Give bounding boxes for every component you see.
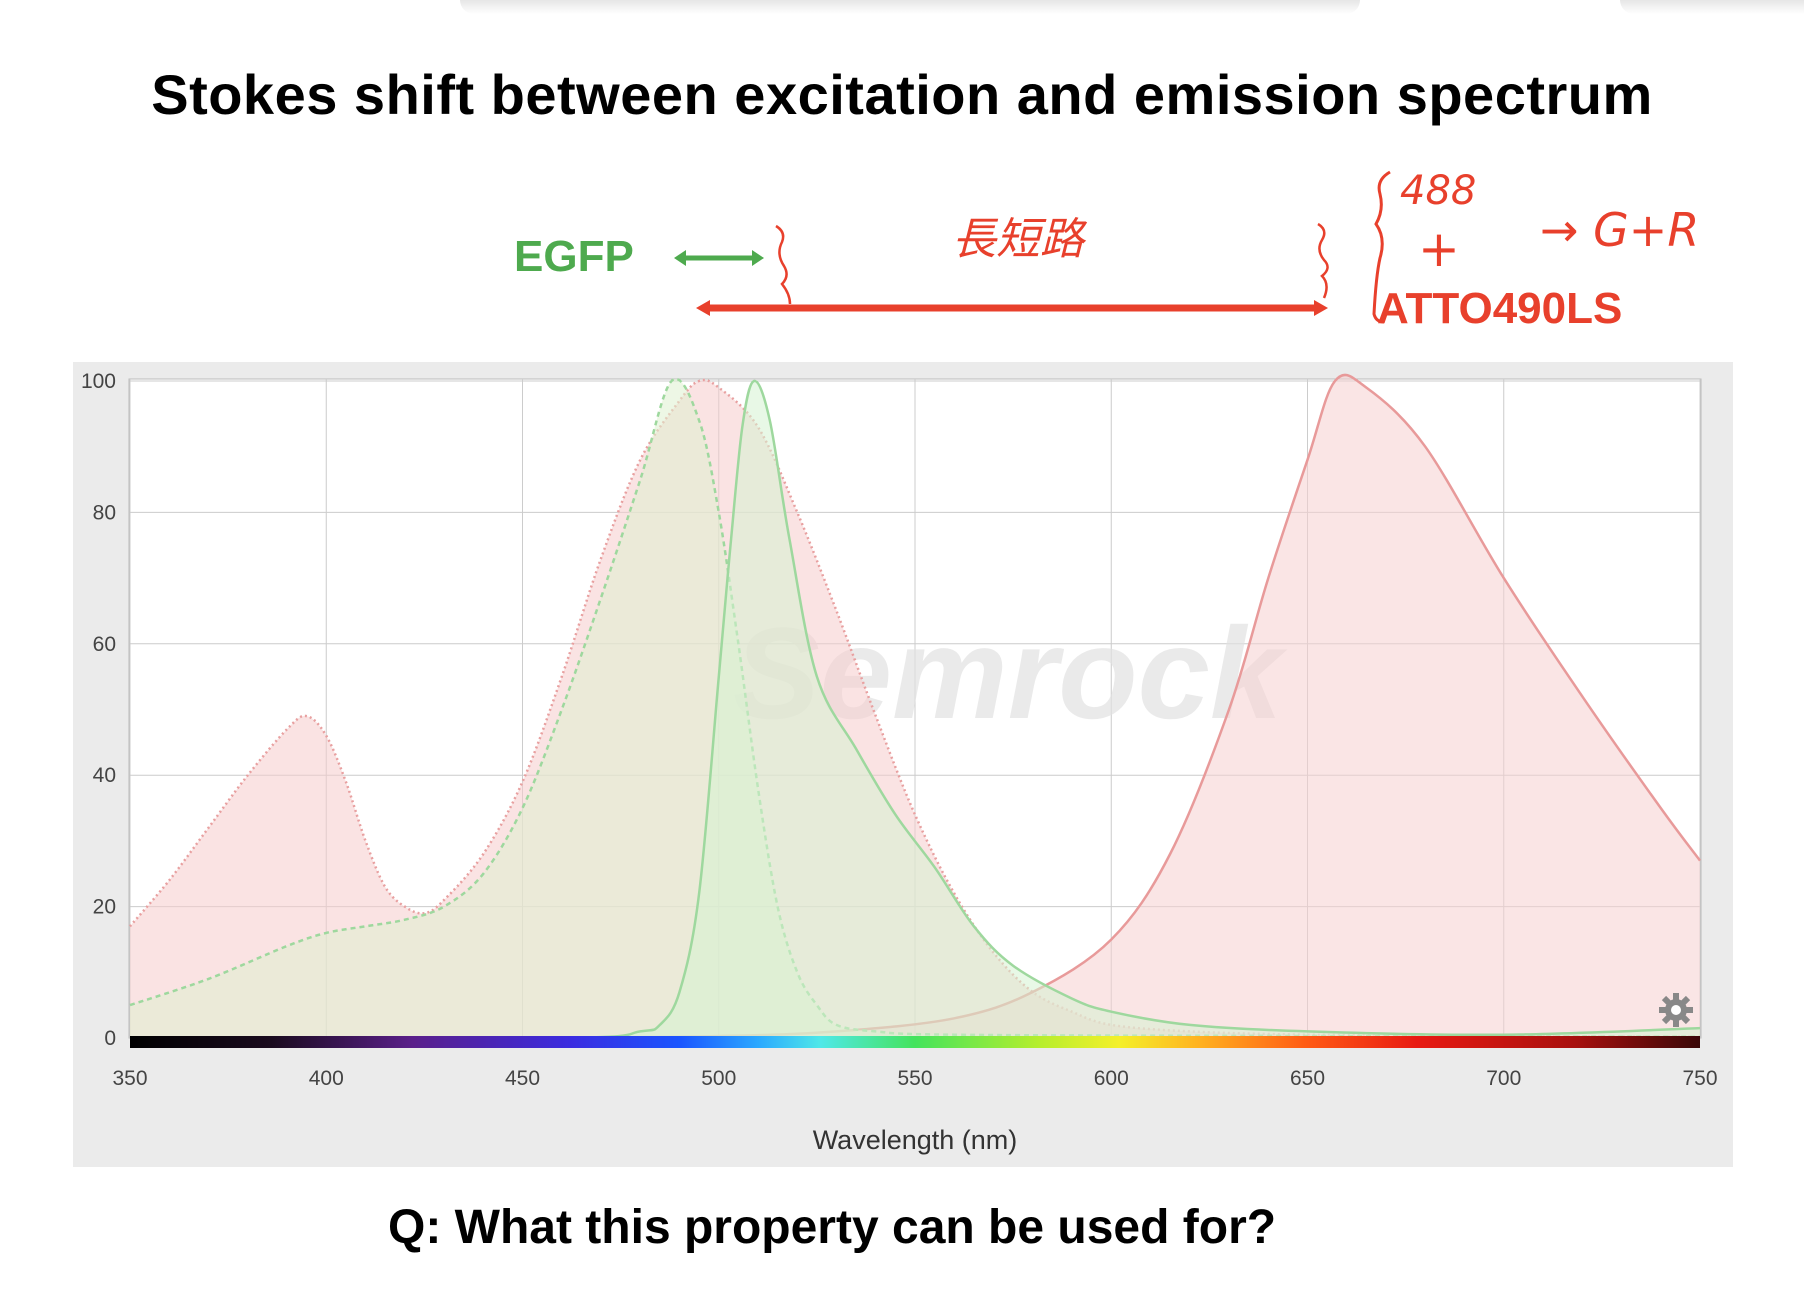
spectra-series	[129, 373, 1702, 1040]
series-3-area	[130, 378, 1700, 1038]
x-tick-label: 450	[505, 1067, 540, 1090]
stokes-shift-annotations: 長短路 488 + → G+R	[674, 168, 1699, 324]
left-brace-mark	[775, 224, 792, 305]
atto490ls-label: ATTO490LS	[1377, 284, 1623, 333]
x-tick-label: 700	[1486, 1067, 1521, 1090]
top-shadow-bar-right	[1620, 0, 1804, 14]
y-tick-label: 80	[93, 501, 116, 524]
y-tick-label: 0	[104, 1027, 116, 1050]
series-4-line	[129, 379, 1701, 1040]
gear-icon[interactable]	[1659, 993, 1693, 1027]
slide-title: Stokes shift between excitation and emis…	[151, 63, 1653, 126]
axis-labels: 350 400 450 500 550 600 650 700 750 0 20 40 60 80 100	[81, 370, 1718, 1090]
x-tick-label: 400	[309, 1067, 344, 1090]
y-tick-label: 40	[93, 764, 116, 787]
wavelength-color-bar	[130, 1036, 1700, 1048]
handwritten-arrow-target: → G+R	[1540, 203, 1699, 257]
big-brace-mark	[1372, 170, 1391, 324]
x-tick-label: 750	[1682, 1067, 1717, 1090]
spectrum-chart-panel: Semrock 350 400 450 500 550 600 6	[73, 362, 1733, 1167]
x-axis-title: Wavelength (nm)	[813, 1125, 1018, 1155]
top-shadow-bar	[460, 0, 1360, 14]
right-brace-mark	[1317, 222, 1329, 299]
handwritten-laser-488: 488	[1400, 168, 1476, 214]
series-2-area	[130, 374, 1700, 1038]
x-tick-label: 550	[897, 1067, 932, 1090]
question-text: Q: What this property can be used for?	[388, 1201, 1277, 1254]
handwritten-plus: +	[1418, 220, 1460, 278]
series-4-area	[130, 380, 1700, 1038]
egfp-stokes-arrow	[674, 250, 764, 266]
y-tick-label: 20	[93, 896, 116, 919]
atto-stokes-arrow	[696, 300, 1328, 316]
handwritten-note-middle: 長短路	[952, 214, 1088, 265]
y-tick-label: 60	[93, 633, 116, 656]
x-tick-label: 500	[701, 1067, 736, 1090]
x-tick-label: 650	[1290, 1067, 1325, 1090]
x-tick-label: 600	[1094, 1067, 1129, 1090]
egfp-label: EGFP	[514, 232, 634, 281]
spectrum-chart: Semrock 350 400 450 500 550 600 6	[81, 370, 1718, 1155]
y-tick-label: 100	[81, 370, 116, 393]
x-tick-label: 350	[112, 1067, 147, 1090]
